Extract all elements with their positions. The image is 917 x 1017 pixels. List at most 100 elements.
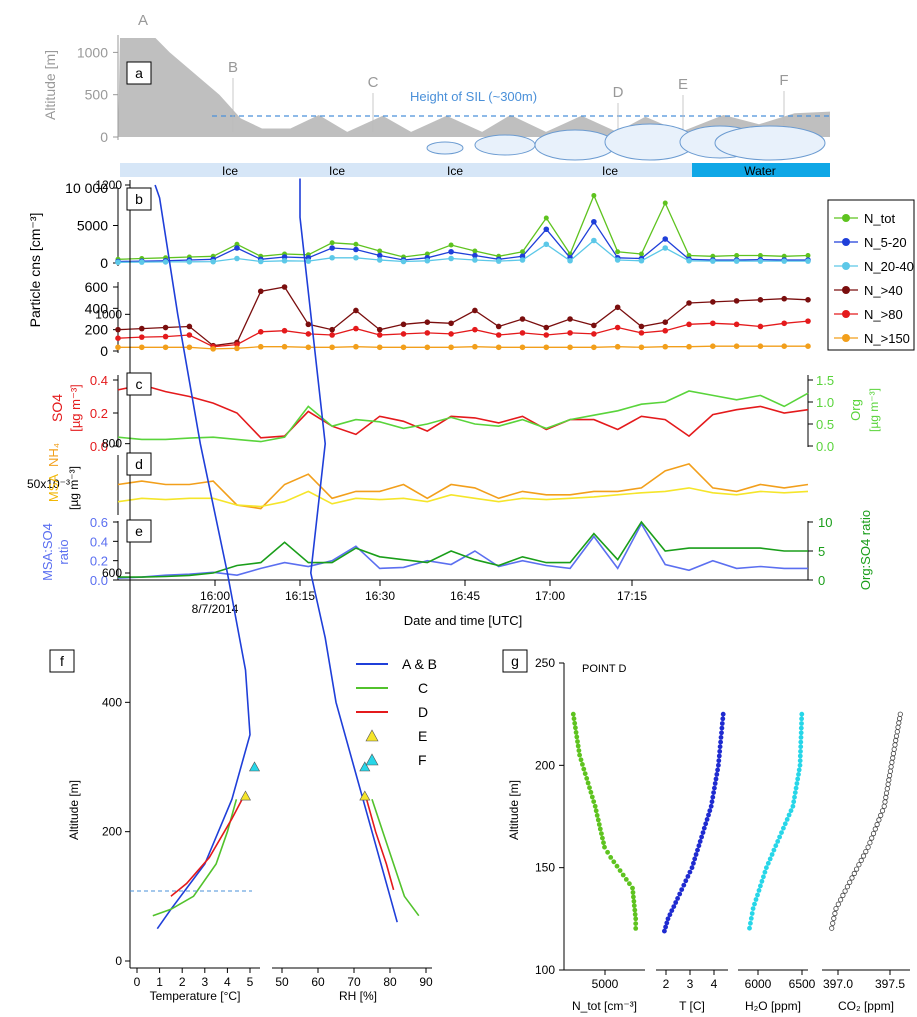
panel-label-e: e [135,523,143,539]
b-point-N_>80 [472,326,478,333]
g-point-H2O [798,735,804,740]
b-point-N_20-40 [234,255,240,262]
g-point-T [719,725,725,731]
b-series-N_>40 [117,286,809,347]
g-point-T [663,924,668,930]
g-point-N_tot [627,881,632,887]
b-upper-tick-label: 5000 [77,218,108,234]
d-ytick: 50x10⁻³ [27,477,70,491]
panel-f: 0 200 400 600 800 1000 1200 0 1 2 3 4 5 50 60 70 80 90 Al… [67,178,437,1003]
g-point-CO2 [872,826,878,832]
g-point-T [669,908,675,913]
b-lower-tick-label: 200 [85,322,109,338]
g-point-CO2 [833,905,839,912]
b-point-N_>150 [591,344,597,351]
b-point-N_>80 [543,332,550,338]
g-ytick-label: 150 [535,861,555,875]
g-point-N_tot [633,921,639,926]
g-point-N_tot [611,859,617,865]
g-point-CO2 [887,768,894,774]
b-point-N_20-40 [781,258,788,264]
g-point-T [696,843,702,849]
f-ytick-label: 600 [102,566,122,580]
b-series-N_>80 [117,320,809,348]
b-point-N_>150 [638,344,645,351]
g-point-H2O [797,762,803,768]
a-ytick-label: 500 [85,87,109,103]
g-point-H2O [761,874,766,880]
f-rh-xtick-label: 70 [347,975,361,989]
b-point-N_>150 [257,343,264,350]
panel-label-box-d [126,452,152,476]
b-point-N_>80 [686,321,692,328]
g-point-CO2 [867,840,873,846]
g-point-N_tot [633,916,639,922]
c-left-label: SO4 [49,394,65,422]
panel-label-box-e [126,519,152,543]
g-point-CO2 [863,848,869,855]
b-point-N_tot [757,253,763,258]
b-point-N_>150 [281,343,288,350]
point-label-D: D [613,84,624,101]
b-point-N_20-40 [638,257,645,264]
g-point-N_tot [570,711,576,717]
e-series-Org:SO4 [118,520,808,578]
f-rh-xtick-label: 50 [275,975,289,989]
e-right-tick-label: 10 [818,515,832,530]
point-label-B: B [228,59,238,76]
panel-c: 0.0 0.2 0.4 0.0 0.5 1.0 1.5 SO4 [µg m⁻³] Org [… [49,373,881,454]
g-point-H2O [753,897,759,902]
e-date-label: 8/7/2014 [192,602,239,616]
b-point-N_>150 [376,344,383,351]
g-point-T [673,900,679,905]
b-legend-label: N_>40 [864,283,903,298]
b-point-N_20-40 [162,259,169,265]
g-point-H2O [799,721,804,726]
g-point-H2O [794,781,800,786]
g-point-N_tot [630,890,636,895]
g-point-CO2 [878,812,884,819]
f-legend-marker [365,753,379,766]
g-point-N_tot [578,757,584,763]
b-point-N_tot [805,253,811,258]
g-point-N_tot [597,826,603,832]
g-point-H2O [759,878,765,884]
b-point-N_>40 [472,307,478,314]
panel-b: 0 5000 10 000 0 200 400 600 Particle cns [cm⁻³… [27,180,915,359]
g-point-H2O [750,906,756,911]
g-point-T [677,891,683,897]
g-point-CO2 [885,781,891,787]
g-point-T [703,821,709,827]
b-point-N_5-20 [376,252,383,259]
g-point-CO2 [896,720,902,726]
g-point-N_tot [575,739,580,744]
f-rh-xtick-label: 80 [383,975,397,989]
g-point-CO2 [853,866,860,872]
b-legend [827,199,915,351]
point-label-A: A [138,12,148,29]
g-point-T [679,887,685,892]
panel-label-c: c [136,376,143,392]
g-title: POINT D [582,663,626,675]
b-point-N_tot [662,200,668,206]
g-point-T [714,772,720,777]
sil-annotation: Height of SIL (~300m) [410,89,537,104]
b-point-N_5-20 [543,226,550,233]
g-point-H2O [748,920,753,926]
g-point-H2O [782,821,788,827]
b-point-N_tot [519,249,525,255]
e-xtick-label: 16:45 [450,589,480,603]
panel-label-g: g [511,653,519,669]
f-temp-xtick-label: 3 [201,975,208,989]
f-ytick-label: 0 [115,954,122,968]
g-point-N_tot [596,822,602,827]
f-marker-F [359,761,371,772]
surface-labels: Ice Ice Ice Ice Water [222,164,776,178]
f-legend-marker [365,729,379,742]
b-point-N_20-40 [733,258,740,264]
b-point-N_5-20 [662,236,669,242]
g-point-N_tot [581,766,587,772]
g-point-H2O [796,767,802,773]
b-point-N_>40 [781,295,788,302]
b-point-N_>150 [543,344,550,351]
